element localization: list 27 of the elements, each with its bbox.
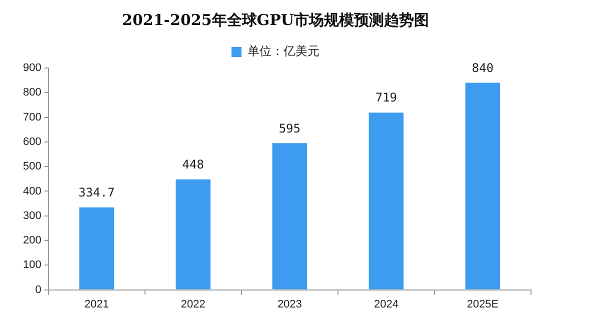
y-tick-label: 600 xyxy=(22,136,42,148)
data-label: 448 xyxy=(182,158,204,172)
y-tick-label: 800 xyxy=(22,86,42,99)
x-tick-label: 2021 xyxy=(84,298,109,310)
bar xyxy=(272,143,308,290)
data-label: 719 xyxy=(375,90,398,105)
x-tick-label: 2024 xyxy=(374,298,398,310)
bar xyxy=(465,82,500,290)
y-tick-label: 500 xyxy=(22,160,42,173)
x-tick-label: 2023 xyxy=(277,298,302,310)
y-tick-label: 100 xyxy=(22,259,42,272)
chart-title: 2021-2025年全球GPU市场规模预测趋势图 xyxy=(122,10,429,29)
data-label: 840 xyxy=(472,60,494,75)
data-label: 595 xyxy=(278,121,301,136)
y-tick-label: 700 xyxy=(22,111,42,124)
legend-label: 单位：亿美元 xyxy=(248,44,320,58)
bar xyxy=(176,179,211,290)
y-tick-label: 0 xyxy=(35,284,42,296)
y-tick-label: 400 xyxy=(22,185,42,198)
x-tick-label: 2025E xyxy=(466,298,499,310)
data-label: 334.7 xyxy=(78,185,115,200)
x-tick-label: 2022 xyxy=(180,298,206,310)
y-tick-label: 900 xyxy=(22,62,42,74)
bar xyxy=(368,112,404,290)
y-tick-label: 300 xyxy=(22,210,42,222)
bar xyxy=(79,207,114,290)
y-tick-label: 200 xyxy=(22,234,42,247)
